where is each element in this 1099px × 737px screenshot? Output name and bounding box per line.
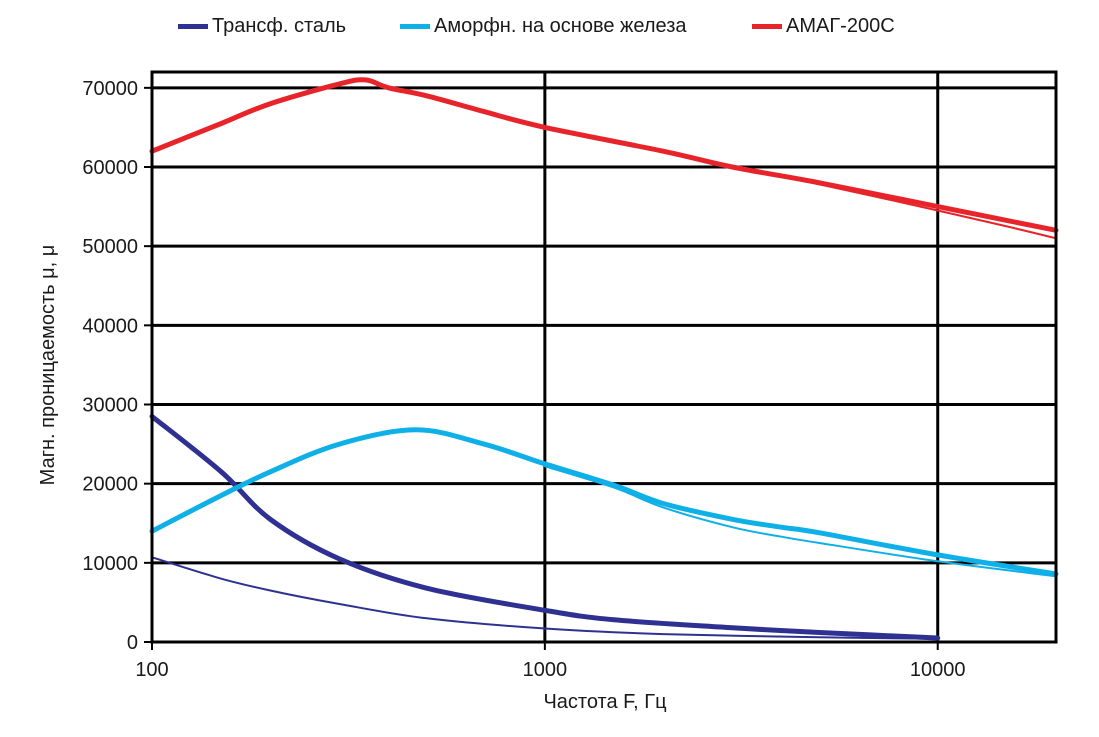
series-2-thin-line xyxy=(731,166,1057,240)
y-tick-label: 30000 xyxy=(82,395,138,417)
legend-label: Аморфн. на основе железа xyxy=(434,14,687,37)
series-1-thick-line xyxy=(149,427,1059,577)
legend-swatch xyxy=(178,23,208,29)
x-tick-label: 1000 xyxy=(523,659,568,681)
legend-item-amorphous-iron: Аморфн. на основе железа xyxy=(400,14,687,38)
series-0-thin-line xyxy=(151,556,939,640)
data-series xyxy=(149,77,1059,641)
grid-lines xyxy=(150,72,1056,644)
legend-swatch xyxy=(752,23,782,29)
y-axis-ticks: 0 10000 20000 30000 40000 50000 60000 70000 xyxy=(82,78,152,654)
plot-frame xyxy=(150,70,1058,644)
series-0-thick-line xyxy=(149,413,941,641)
chart-legend: Трансф. сталь Аморфн. на основе железа А… xyxy=(0,0,1099,50)
legend-item-amag-200c: АМАГ-200С xyxy=(752,14,895,38)
y-tick-label: 20000 xyxy=(82,474,138,496)
legend-item-transformer-steel: Трансф. сталь xyxy=(178,14,346,38)
legend-label: Трансф. сталь xyxy=(212,14,347,37)
legend-label: АМАГ-200С xyxy=(786,14,895,37)
y-tick-label: 70000 xyxy=(82,78,138,100)
x-tick-label: 10000 xyxy=(910,659,966,681)
y-tick-label: 0 xyxy=(127,632,138,654)
y-tick-label: 60000 xyxy=(82,157,138,179)
x-axis-title: Частота F, Гц xyxy=(543,691,666,713)
y-axis-title: Магн. проницаемость μ, μ xyxy=(37,245,59,486)
series-2-thick-line xyxy=(149,77,1059,233)
y-tick-label: 50000 xyxy=(82,236,138,258)
series-1-thin-line xyxy=(543,465,1057,578)
y-tick-label: 10000 xyxy=(82,553,138,575)
legend-swatch xyxy=(400,23,430,29)
x-tick-label: 100 xyxy=(135,659,168,681)
y-tick-label: 40000 xyxy=(82,315,138,337)
x-axis-ticks: 100 1000 10000 xyxy=(135,642,966,681)
